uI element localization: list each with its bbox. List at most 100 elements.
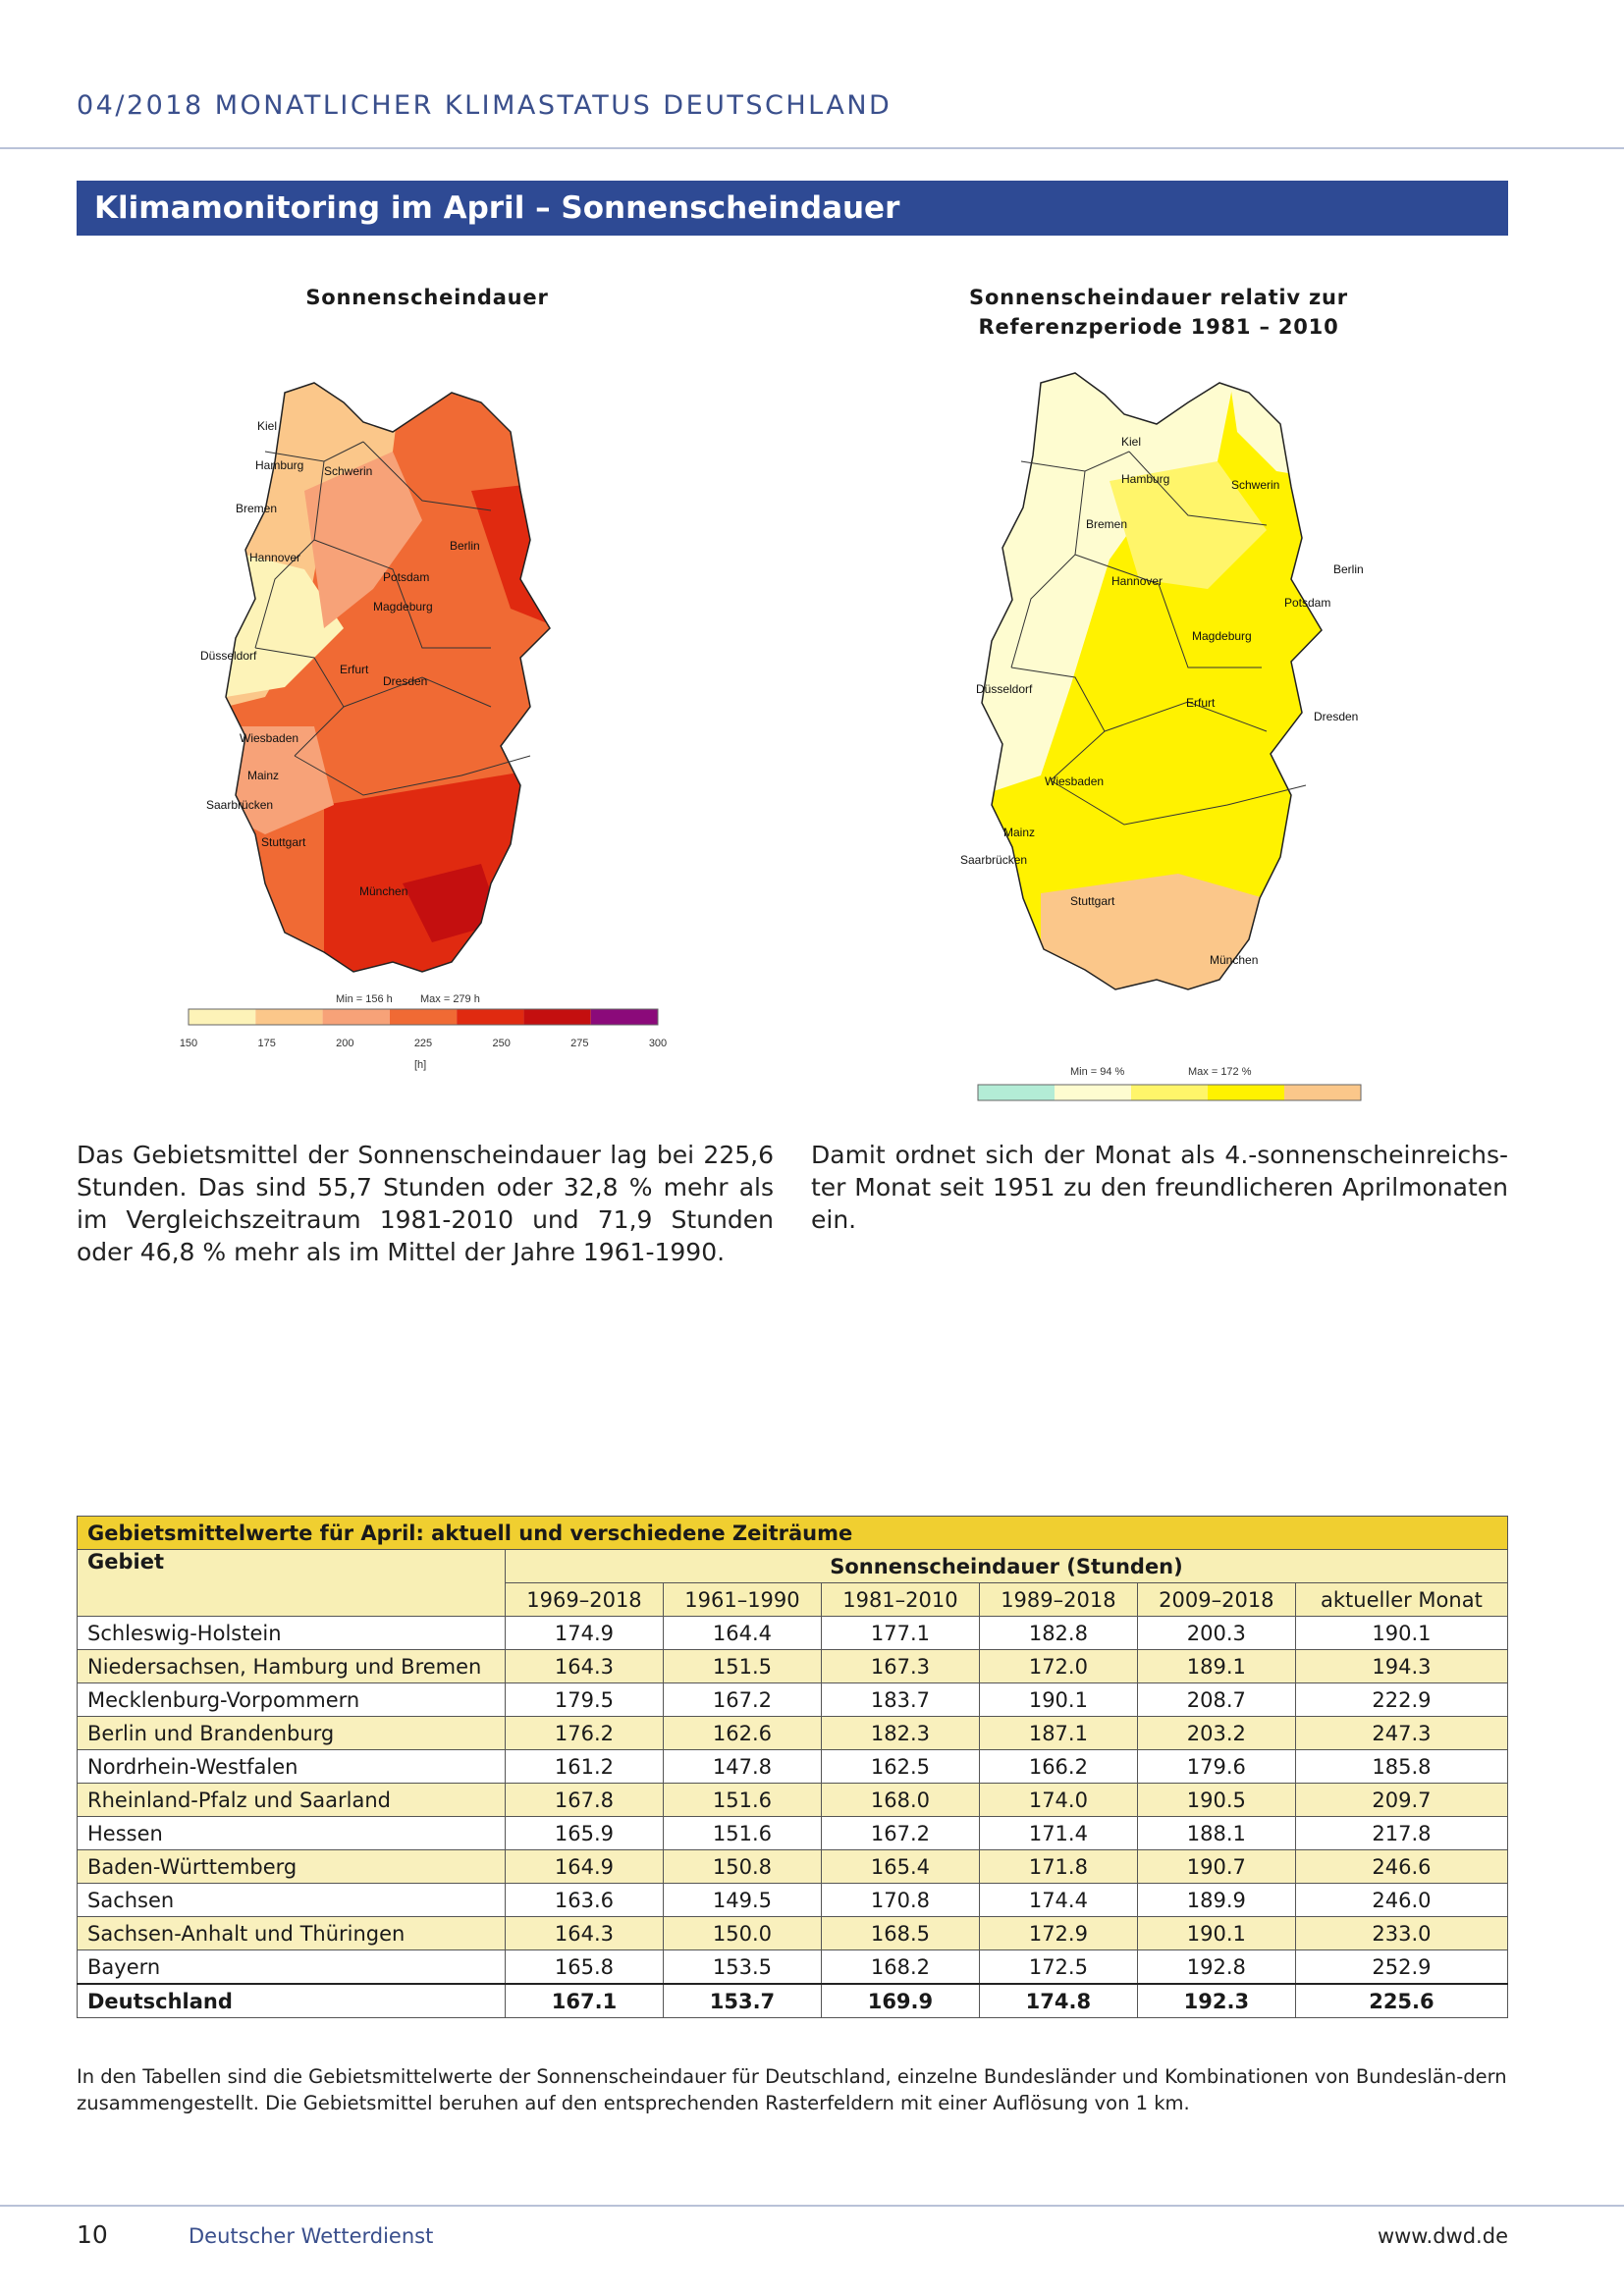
right-map-title-line2: Referenzperiode 1981 – 2010 (978, 315, 1339, 339)
value-cell: 164.3 (505, 1649, 664, 1683)
value-cell: 174.8 (978, 1983, 1138, 2018)
table-caption: Gebietsmittelwerte für April: aktuell un… (77, 1516, 1508, 1550)
footer-url: www.dwd.de (1377, 2224, 1508, 2248)
city-label: Saarbrücken (206, 798, 273, 812)
legend-swatch (978, 1085, 1055, 1100)
legend-tick-label: 175 (257, 1038, 275, 1049)
city-label: Berlin (1333, 562, 1364, 576)
region-cell: Rheinland-Pfalz und Saarland (77, 1783, 506, 1817)
value-cell: 153.7 (662, 1983, 822, 2018)
right-map-legend (977, 1084, 1362, 1101)
city-label: Wiesbaden (240, 731, 298, 745)
value-cell: 167.1 (505, 1983, 664, 2018)
table-row: Nordrhein-Westfalen 161.2 147.8 162.5 166.2 1… (77, 1749, 1509, 1784)
city-label: München (1210, 953, 1258, 967)
table-row: Baden-Württemberg 164.9 150.8 165.4 171.8 190… (77, 1849, 1509, 1884)
value-cell: 171.8 (978, 1849, 1138, 1884)
table-row: Rheinland-Pfalz und Saarland 167.8 151.6 16… (77, 1783, 1509, 1817)
value-cell: 168.5 (820, 1916, 980, 1950)
page-number: 10 (77, 2220, 108, 2249)
value-cell: 233.0 (1294, 1916, 1509, 1950)
value-cell: 246.6 (1294, 1849, 1509, 1884)
city-label: Schwerin (1231, 478, 1279, 492)
city-label: Hannover (249, 551, 300, 564)
region-cell: Deutschland (77, 1983, 506, 2018)
legend-swatch (523, 1009, 591, 1025)
value-cell: 252.9 (1294, 1949, 1509, 1985)
legend-tick-label: 250 (492, 1038, 510, 1049)
value-cell: 170.8 (820, 1883, 980, 1917)
value-cell: 179.6 (1136, 1749, 1296, 1784)
value-cell: 247.3 (1294, 1716, 1509, 1750)
table-row: Berlin und Brandenburg 176.2 162.6 182.3 187… (77, 1716, 1509, 1750)
city-label: Mainz (1003, 826, 1035, 839)
legend-swatch (322, 1009, 390, 1025)
value-cell: 151.6 (662, 1816, 822, 1850)
value-cell: 172.0 (978, 1649, 1138, 1683)
legend-swatch (1208, 1085, 1284, 1100)
city-label: Dresden (383, 674, 427, 688)
legend-swatch (1131, 1085, 1208, 1100)
value-cell: 164.9 (505, 1849, 664, 1884)
table-row: Niedersachsen, Hamburg und Bremen 164.3 15… (77, 1649, 1509, 1683)
value-cell: 182.8 (978, 1616, 1138, 1650)
value-cell: 167.2 (820, 1816, 980, 1850)
city-label: Hamburg (1121, 472, 1169, 486)
left-map-figure: Kiel Hamburg Schwerin Bremen Berlin Hann… (180, 382, 667, 1071)
region-cell: Berlin und Brandenburg (77, 1716, 506, 1750)
value-cell: 190.5 (1136, 1783, 1296, 1817)
body-text-left: Das Gebietsmittel der Sonnenscheindauer … (77, 1141, 774, 1266)
value-cell: 174.9 (505, 1616, 664, 1650)
city-label: Berlin (450, 539, 480, 553)
city-label: Düsseldorf (200, 649, 257, 663)
legend-swatch (189, 1009, 256, 1025)
region-column-header: Gebiet (77, 1549, 506, 1617)
value-cell: 183.7 (820, 1682, 980, 1717)
right-map-title: Sonnenscheindauer relativ zur Referenzpe… (913, 283, 1404, 342)
value-cell: 194.3 (1294, 1649, 1509, 1683)
legend-tick-label: 275 (570, 1038, 588, 1049)
region-cell: Niedersachsen, Hamburg und Bremen (77, 1649, 506, 1683)
period-header: aktueller Monat (1294, 1582, 1509, 1617)
value-cell: 217.8 (1294, 1816, 1509, 1850)
city-label: Stuttgart (1070, 894, 1115, 908)
value-cell: 189.9 (1136, 1883, 1296, 1917)
city-label: München (359, 884, 407, 898)
legend-tick-label: 200 (336, 1038, 353, 1049)
city-label: Potsdam (383, 570, 429, 584)
table-row: Sachsen 163.6 149.5 170.8 174.4 189.9 246.0 (77, 1883, 1509, 1917)
region-cell: Bayern (77, 1949, 506, 1985)
legend-tick-label: 150 (180, 1038, 197, 1049)
city-label: Hannover (1111, 574, 1163, 588)
city-label: Bremen (1086, 517, 1127, 531)
region-cell: Nordrhein-Westfalen (77, 1749, 506, 1784)
left-map-min-label: Min = 156 h (336, 993, 393, 1005)
table-footnote: In den Tabellen sind die Gebietsmittelwe… (77, 2065, 1507, 2114)
value-cell: 165.9 (505, 1816, 664, 1850)
value-cell: 179.5 (505, 1682, 664, 1717)
period-header: 1969–2018 (505, 1582, 664, 1617)
value-cell: 209.7 (1294, 1783, 1509, 1817)
city-label: Dresden (1314, 710, 1358, 723)
value-cell: 185.8 (1294, 1749, 1509, 1784)
period-header: 1989–2018 (978, 1582, 1138, 1617)
region-cell: Schleswig-Holstein (77, 1616, 506, 1650)
legend-swatch (457, 1009, 524, 1025)
value-cell: 189.1 (1136, 1649, 1296, 1683)
value-cell: 162.5 (820, 1749, 980, 1784)
value-cell: 182.3 (820, 1716, 980, 1750)
city-label: Magdeburg (373, 600, 433, 614)
left-map-city-labels: Kiel Hamburg Schwerin Bremen Berlin Hann… (200, 419, 480, 898)
value-cell: 150.0 (662, 1916, 822, 1950)
value-cell: 225.6 (1294, 1983, 1509, 2018)
city-label: Potsdam (1284, 596, 1330, 610)
value-cell: 200.3 (1136, 1616, 1296, 1650)
city-label: Mainz (247, 769, 279, 782)
legend-swatch (389, 1009, 458, 1025)
legend-swatch (1284, 1085, 1361, 1100)
left-map-borders (254, 441, 531, 796)
city-label: Stuttgart (261, 835, 306, 849)
value-cell: 167.8 (505, 1783, 664, 1817)
value-cell: 174.0 (978, 1783, 1138, 1817)
value-cell: 190.1 (1294, 1616, 1509, 1650)
